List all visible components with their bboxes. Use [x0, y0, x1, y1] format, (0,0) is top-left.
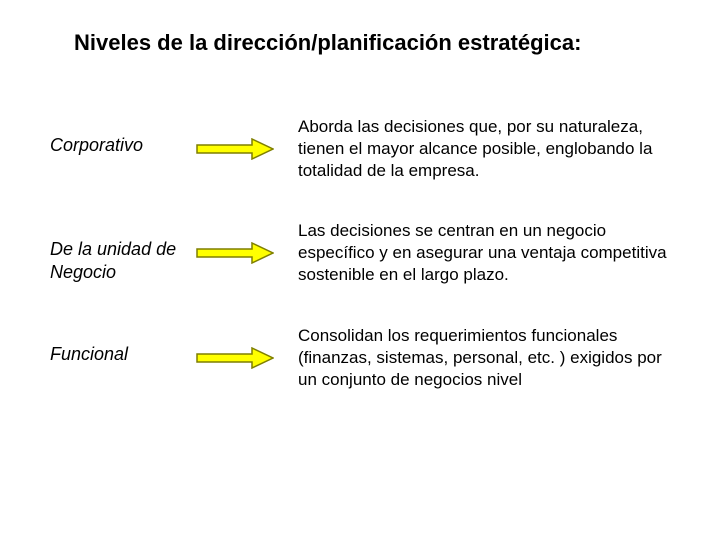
level-description: Aborda las decisiones que, por su natura…: [290, 116, 670, 182]
arrow-icon: [196, 347, 274, 369]
arrow-cell: [180, 116, 290, 160]
arrow-icon: [196, 242, 274, 264]
level-description: Consolidan los requerimientos funcionale…: [290, 325, 670, 391]
arrow-cell: [180, 325, 290, 369]
arrow-cell: [180, 220, 290, 264]
page-title: Niveles de la dirección/planificación es…: [74, 30, 670, 56]
level-row: Funcional Consolidan los requerimientos …: [50, 325, 670, 391]
level-label: Funcional: [50, 325, 180, 366]
level-row: De la unidad de Negocio Las decisiones s…: [50, 220, 670, 286]
level-label: De la unidad de Negocio: [50, 220, 180, 283]
level-description: Las decisiones se centran en un negocio …: [290, 220, 670, 286]
arrow-icon: [196, 138, 274, 160]
level-row: Corporativo Aborda las decisiones que, p…: [50, 116, 670, 182]
level-label: Corporativo: [50, 116, 180, 157]
